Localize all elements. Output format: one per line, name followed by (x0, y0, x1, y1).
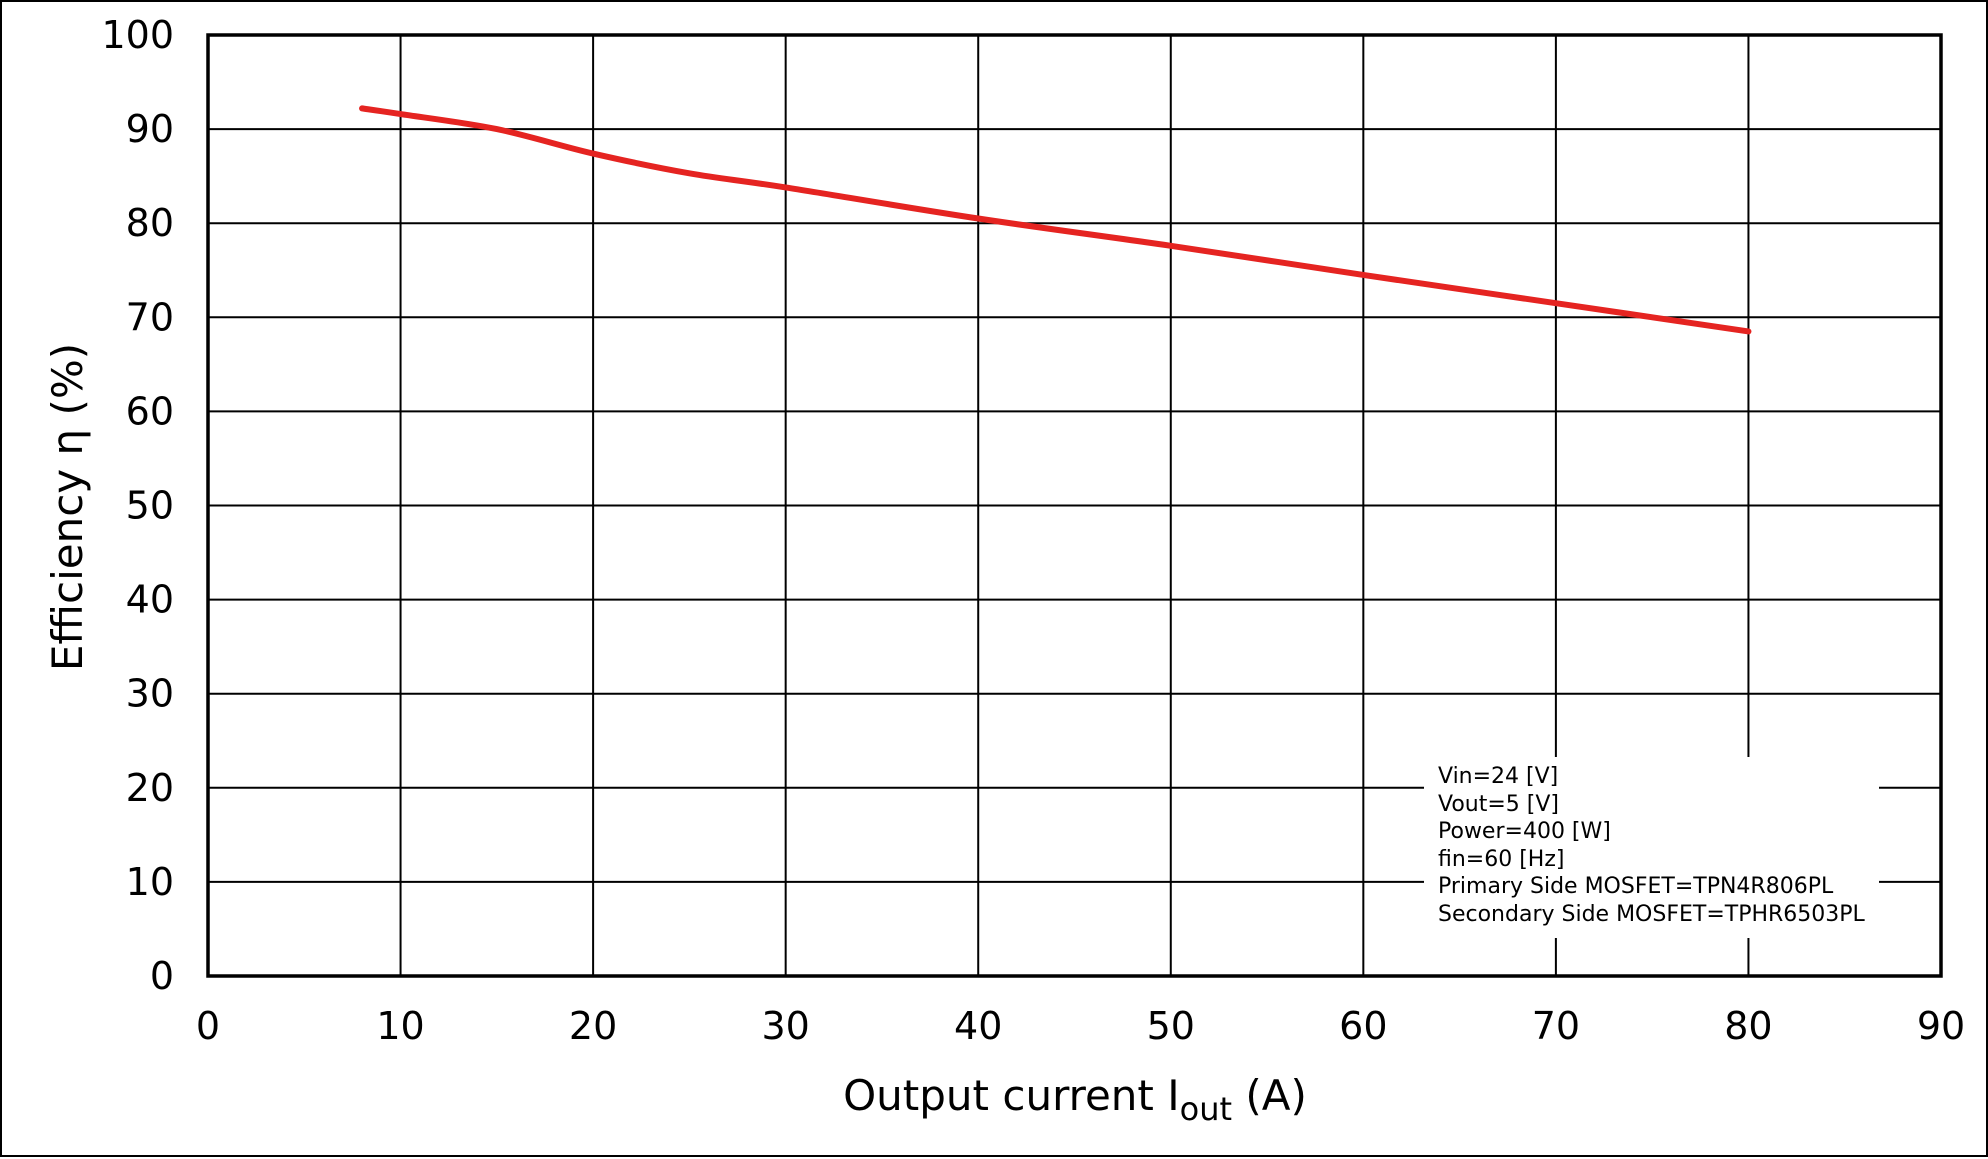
x-tick-label: 30 (761, 1004, 809, 1048)
condition-power: Power=400 [W] (1438, 819, 1611, 844)
y-tick-labels: 0 10 20 30 40 50 60 70 80 90 100 (101, 13, 174, 998)
plot-area-border (206, 33, 1943, 978)
y-tick-label: 40 (126, 578, 174, 622)
efficiency-curve (359, 105, 1752, 335)
y-tick-label: 80 (126, 201, 174, 245)
condition-fin: fin=60 [Hz] (1438, 846, 1565, 872)
condition-primary-mosfet: Primary Side MOSFET=TPN4R806PL (1438, 874, 1834, 899)
y-axis-label: Efficiency η (%) (43, 343, 92, 671)
x-axis-label: Output current Iout (A) (843, 1071, 1307, 1128)
x-tick-labels: 0 10 20 30 40 50 60 70 80 90 (196, 1004, 1965, 1048)
x-tick-label: 0 (196, 1004, 220, 1048)
y-tick-label: 20 (126, 766, 174, 810)
x-tick-label: 90 (1917, 1004, 1965, 1048)
x-tick-label: 70 (1532, 1004, 1580, 1048)
x-tick-label: 20 (569, 1004, 617, 1048)
y-tick-label: 10 (126, 860, 174, 904)
y-tick-label: 30 (126, 672, 174, 716)
x-tick-label: 60 (1339, 1004, 1387, 1048)
test-conditions-box: Vin=24 [V] Vout=5 [V] Power=400 [W] fin=… (1424, 757, 1879, 938)
x-tick-label: 40 (954, 1004, 1002, 1048)
y-tick-label: 0 (150, 954, 174, 998)
x-tick-label: 50 (1147, 1004, 1195, 1048)
y-tick-label: 100 (101, 13, 174, 57)
condition-vin: Vin=24 [V] (1438, 764, 1559, 789)
y-tick-label: 50 (126, 484, 174, 528)
x-tick-label: 10 (376, 1004, 424, 1048)
condition-secondary-mosfet: Secondary Side MOSFET=TPHR6503PL (1438, 901, 1865, 927)
y-tick-label: 70 (126, 295, 174, 339)
y-tick-label: 90 (126, 107, 174, 151)
x-tick-label: 80 (1724, 1004, 1772, 1048)
condition-vout: Vout=5 [V] (1438, 791, 1560, 817)
y-tick-label: 60 (126, 389, 174, 433)
